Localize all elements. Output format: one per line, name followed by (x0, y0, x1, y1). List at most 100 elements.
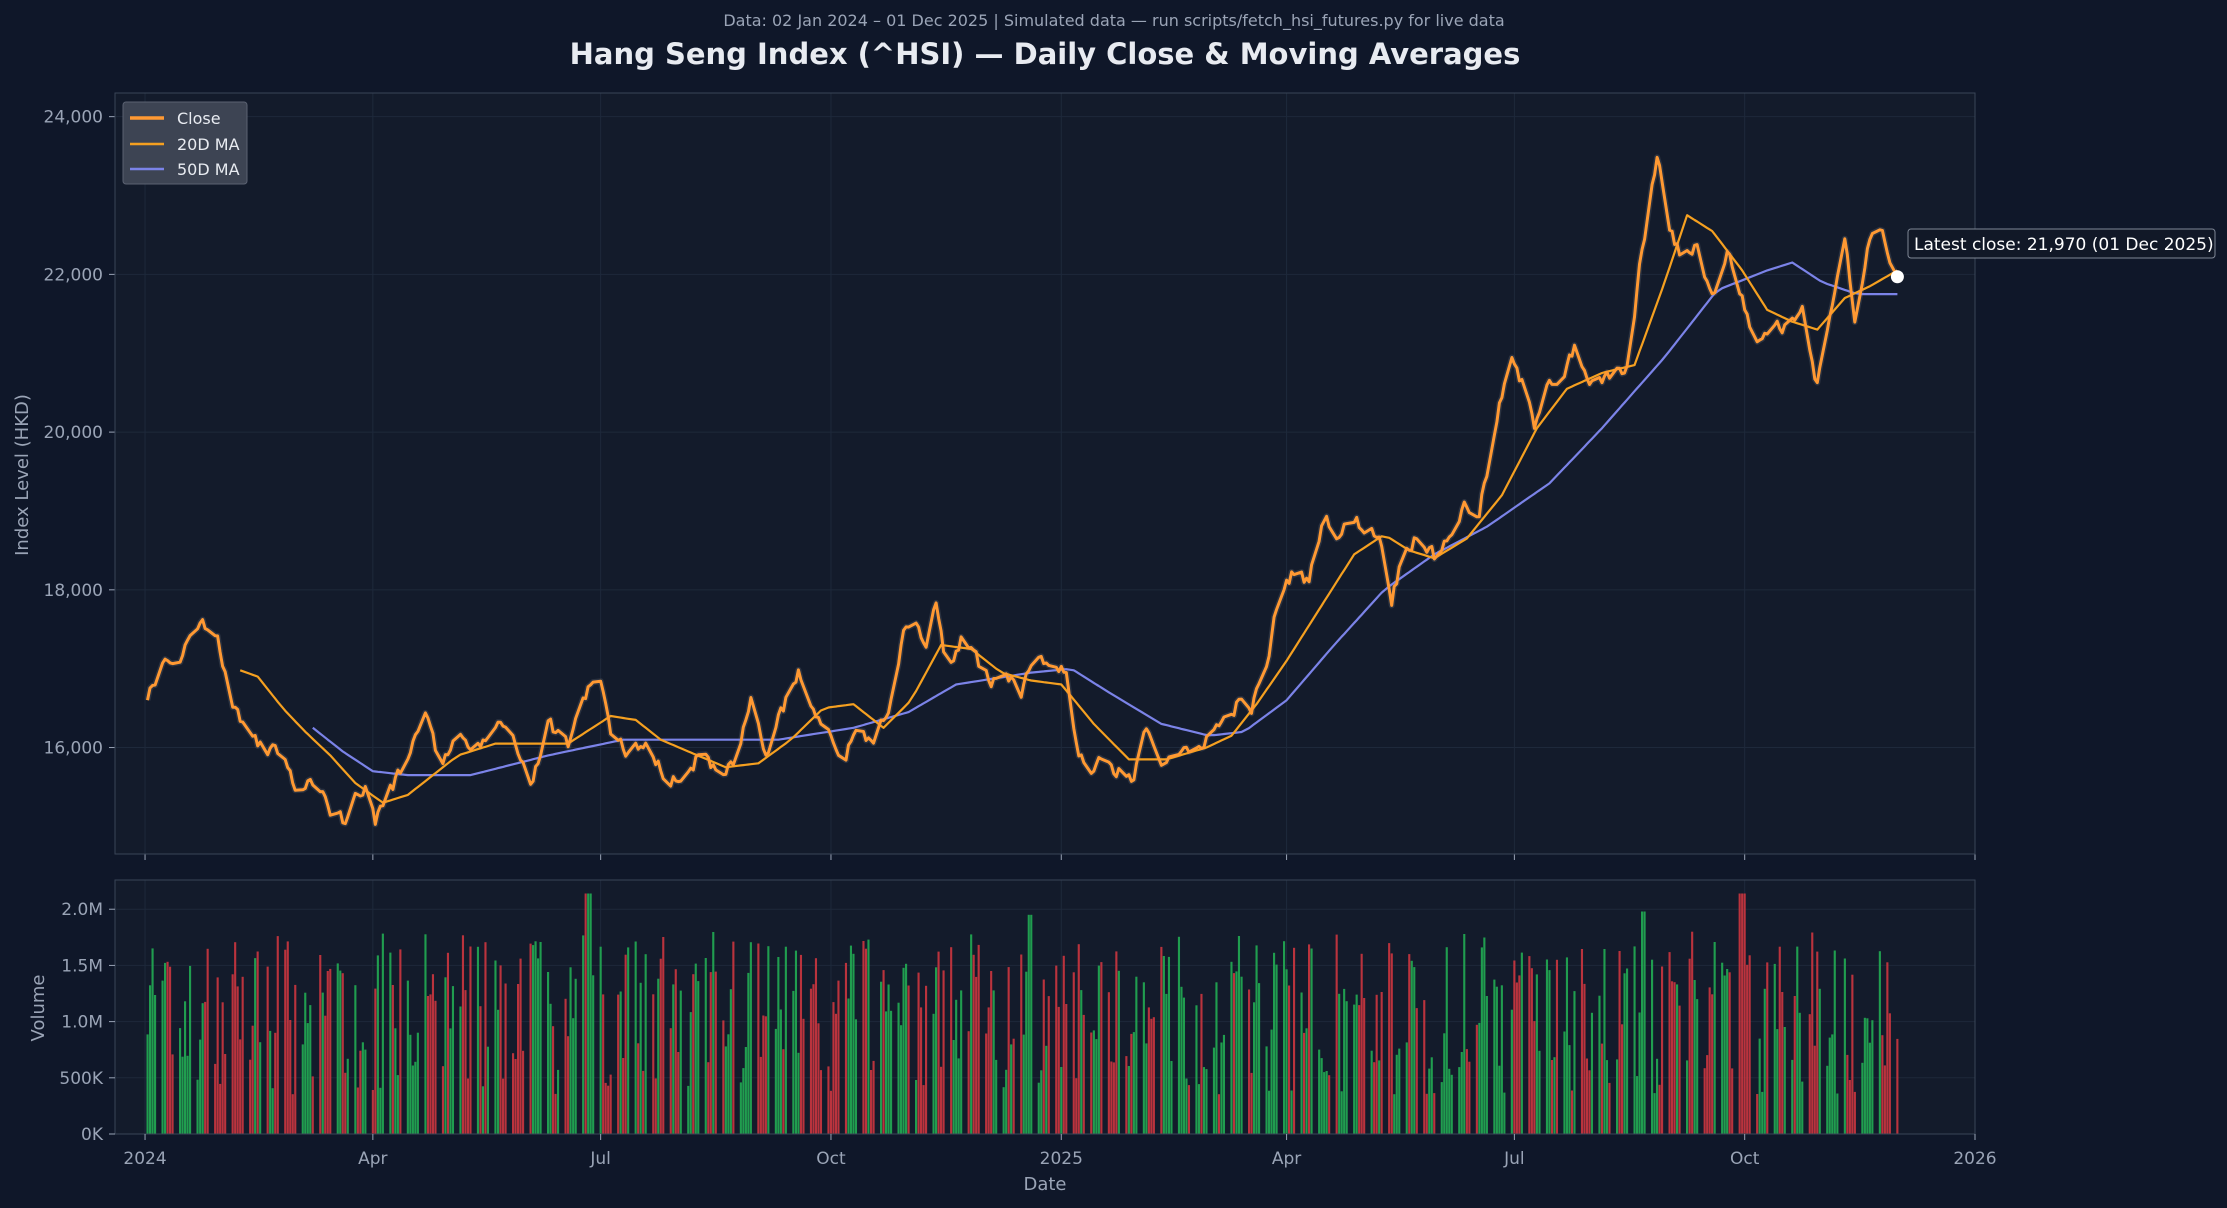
volume-bar (819, 1070, 823, 1134)
volume-bar (582, 935, 585, 1134)
volume-bar (1500, 985, 1503, 1134)
volume-bar (885, 1011, 888, 1134)
volume-bar (552, 1026, 555, 1134)
volume-bar (1738, 893, 1741, 1134)
volume-bar (429, 994, 432, 1134)
price-y-axis: 16,000 18,000 20,000 22,000 24,000 (44, 108, 115, 759)
volume-bar (1095, 1039, 1098, 1134)
volume-bar (346, 1058, 349, 1134)
volume-bar (1808, 1014, 1811, 1134)
volume-bar (722, 1020, 725, 1134)
volume-bar (572, 1018, 575, 1134)
volume-bar (1433, 1093, 1436, 1134)
volume-bar (957, 1058, 960, 1134)
volume-bar (1580, 949, 1584, 1134)
volume-bar (657, 978, 660, 1134)
volume-bar (1706, 1055, 1709, 1134)
volume-bar (1673, 982, 1676, 1134)
volume-bar (1308, 944, 1311, 1134)
volume-bar (1127, 1066, 1130, 1134)
volume-bar (476, 946, 480, 1134)
volume-bar (1428, 1068, 1431, 1134)
volume-bar (1270, 1029, 1273, 1134)
volume-bar (301, 1044, 304, 1134)
volume-bar (827, 1066, 830, 1134)
volume-bar (1002, 1087, 1005, 1134)
volume-bar (1020, 954, 1023, 1134)
volume-bar (1641, 911, 1644, 1134)
volume-bar (311, 1076, 314, 1134)
volume-bar (1160, 946, 1163, 1134)
volume-bar (1062, 955, 1065, 1134)
volume-bar (304, 992, 307, 1134)
volume-bar (1493, 979, 1496, 1134)
volume-bar (1170, 1061, 1173, 1134)
volume-bar (151, 948, 154, 1134)
volume-bar (1743, 893, 1746, 1134)
volume-bar (634, 941, 637, 1134)
volume-bar (1253, 1002, 1256, 1134)
volume-bar (602, 994, 605, 1134)
latest-close-marker (1890, 270, 1904, 284)
volume-bar (1390, 953, 1393, 1134)
volume-bar (512, 1053, 515, 1134)
volume-bar (942, 970, 945, 1134)
volume-bar (637, 1043, 640, 1134)
volume-bar (639, 982, 642, 1134)
price-y-tick-label: 16,000 (44, 739, 103, 759)
volume-bar (1125, 1056, 1128, 1134)
volume-bar (1846, 1054, 1849, 1134)
volume-bar (574, 978, 577, 1134)
volume-bar (1343, 988, 1346, 1134)
volume-bar (1866, 1018, 1869, 1134)
volume-bar (1007, 967, 1010, 1134)
volume-bar (1550, 1060, 1554, 1134)
volume-bar (872, 1060, 875, 1134)
volume-bar (1290, 1090, 1293, 1134)
volume-bar (1886, 962, 1889, 1134)
price-y-tick-label: 20,000 (44, 423, 103, 443)
volume-bar (289, 1020, 292, 1134)
volume-bar (1340, 1091, 1343, 1134)
volume-bar (1180, 986, 1183, 1134)
volume-bar (1766, 962, 1769, 1134)
volume-bar (1335, 934, 1338, 1134)
volume-bar (434, 1000, 437, 1134)
volume-bar (832, 1002, 835, 1134)
volume-bar (1763, 988, 1766, 1134)
volume-bar (1598, 995, 1601, 1134)
volume-bar (767, 946, 770, 1134)
volume-bar (1843, 958, 1846, 1134)
volume-bar (324, 1015, 327, 1134)
volume-bar (589, 893, 592, 1134)
price-y-tick-label: 22,000 (44, 265, 103, 285)
volume-bar (1811, 932, 1814, 1134)
volume-bar (1220, 1042, 1223, 1134)
volume-bar (206, 948, 209, 1134)
volume-bar (1445, 947, 1448, 1134)
volume-bar (336, 963, 339, 1134)
volume-bar (952, 1040, 955, 1134)
volume-bar (905, 963, 908, 1134)
volume-bar (1483, 937, 1486, 1134)
x-tick-label: 2026 (1953, 1149, 1996, 1169)
volume-bar (847, 998, 850, 1134)
volume-bar (694, 963, 697, 1134)
volume-bar (241, 976, 244, 1134)
volume-bar (306, 1023, 309, 1134)
volume-y-tick-label: 500K (59, 1069, 103, 1089)
volume-bar (1513, 960, 1516, 1134)
volume-bar (1212, 1047, 1216, 1134)
volume-bar (534, 941, 537, 1134)
volume-bar (461, 935, 465, 1134)
volume-bar (1653, 1093, 1656, 1134)
volume-bar (1152, 1017, 1155, 1134)
volume-bar (341, 973, 344, 1134)
volume-bar (915, 1080, 918, 1134)
price-panel: 16,000 18,000 20,000 22,000 24,000 Index Lev… (12, 92, 2216, 860)
volume-bar (199, 1039, 202, 1134)
volume-bar (554, 1093, 557, 1134)
volume-bar (1603, 949, 1606, 1134)
volume-bar (1042, 979, 1045, 1134)
